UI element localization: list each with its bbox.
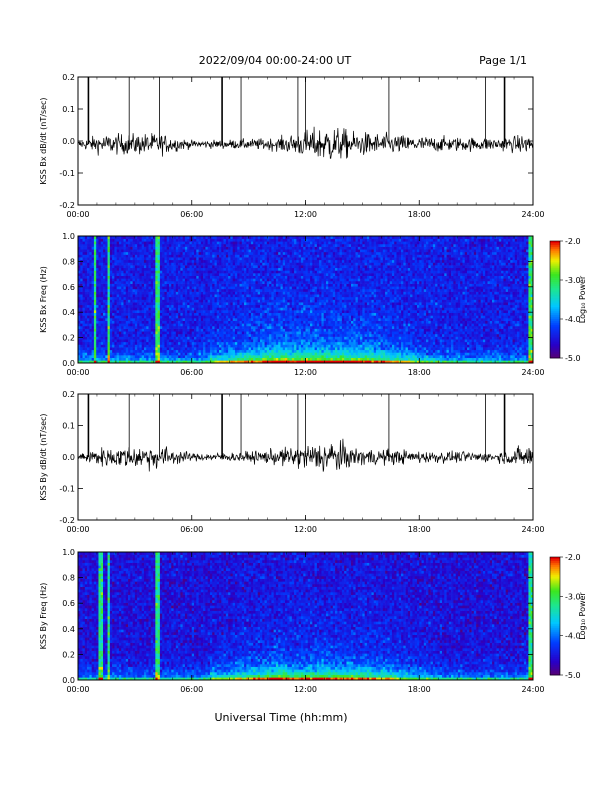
colorbar-label: Log₁₀ Power	[578, 592, 587, 640]
colorbar-label: Log₁₀ Power	[578, 275, 587, 323]
x-tick-label: 18:00	[408, 368, 431, 377]
y-tick-label: -0.1	[59, 485, 75, 494]
spectrogram-cells	[78, 236, 533, 363]
x-tick-label: 12:00	[294, 525, 317, 534]
y-tick-label: -0.2	[59, 516, 75, 525]
panel-3: 00:00 06:00 12:00 18:00 24:00 -0.2 -0.1 0.0 0.1 0…	[39, 390, 545, 534]
y-tick-label: 0.2	[62, 73, 75, 82]
figure-title: 2022/09/04 00:00-24:00 UT	[199, 54, 352, 67]
x-tick-label: 24:00	[521, 210, 544, 219]
x-tick-label: 12:00	[294, 210, 317, 219]
x-tick-label: 24:00	[521, 685, 544, 694]
y-tick-label: 0.4	[62, 308, 75, 317]
y-axis-label: KSS Bx Freq (Hz)	[39, 266, 48, 333]
x-tick-label: 18:00	[408, 685, 431, 694]
y-tick-label: 0.0	[62, 137, 75, 146]
x-tick-label: 18:00	[408, 210, 431, 219]
y-tick-label: 0.8	[62, 574, 75, 583]
colorbar-tick-label: -2.0	[565, 237, 581, 246]
x-axis-title: Universal Time (hh:mm)	[215, 711, 348, 724]
y-tick-label: 0.0	[62, 359, 75, 368]
spectrogram-cells	[78, 552, 533, 680]
y-tick-label: 0.1	[62, 105, 75, 114]
panel-1: 00:00 06:00 12:00 18:00 24:00 -0.2 -0.1 0.0 0.1 0…	[39, 73, 545, 219]
page-indicator: Page 1/1	[479, 54, 527, 67]
colorbar-tick-label: -2.0	[565, 553, 581, 562]
x-tick-label: 24:00	[521, 525, 544, 534]
x-tick-label: 12:00	[294, 685, 317, 694]
x-tick-label: 24:00	[521, 368, 544, 377]
x-tick-label: 06:00	[180, 210, 203, 219]
y-axis-label: KSS By Freq (Hz)	[39, 583, 48, 650]
y-tick-label: 0.0	[62, 453, 75, 462]
panels-group: 00:00 06:00 12:00 18:00 24:00 -0.2 -0.1 0.0 0.1 0…	[39, 73, 587, 694]
y-tick-label: 1.0	[62, 548, 75, 557]
colorbar-tick-label: -5.0	[565, 354, 581, 363]
y-tick-label: 0.4	[62, 625, 75, 634]
x-tick-label: 00:00	[66, 368, 89, 377]
y-tick-label: 1.0	[62, 232, 75, 241]
y-tick-label: 0.0	[62, 676, 75, 685]
x-tick-label: 00:00	[66, 525, 89, 534]
x-tick-label: 06:00	[180, 525, 203, 534]
x-tick-label: 00:00	[66, 210, 89, 219]
y-tick-label: -0.1	[59, 169, 75, 178]
y-tick-label: 0.6	[62, 283, 75, 292]
x-tick-label: 12:00	[294, 368, 317, 377]
y-tick-label: -0.2	[59, 201, 75, 210]
x-tick-label: 06:00	[180, 368, 203, 377]
y-tick-label: 0.8	[62, 257, 75, 266]
y-axis-label: KSS By dB/dt (nT/sec)	[39, 413, 48, 500]
y-tick-label: 0.2	[62, 390, 75, 399]
y-tick-label: 0.1	[62, 422, 75, 431]
y-tick-label: 0.2	[62, 334, 75, 343]
y-tick-label: 0.6	[62, 599, 75, 608]
x-tick-label: 06:00	[180, 685, 203, 694]
x-tick-label: 00:00	[66, 685, 89, 694]
y-tick-label: 0.2	[62, 650, 75, 659]
y-axis-label: KSS Bx dB/dt (nT/sec)	[39, 97, 48, 184]
x-tick-label: 18:00	[408, 525, 431, 534]
colorbar-tick-label: -5.0	[565, 671, 581, 680]
